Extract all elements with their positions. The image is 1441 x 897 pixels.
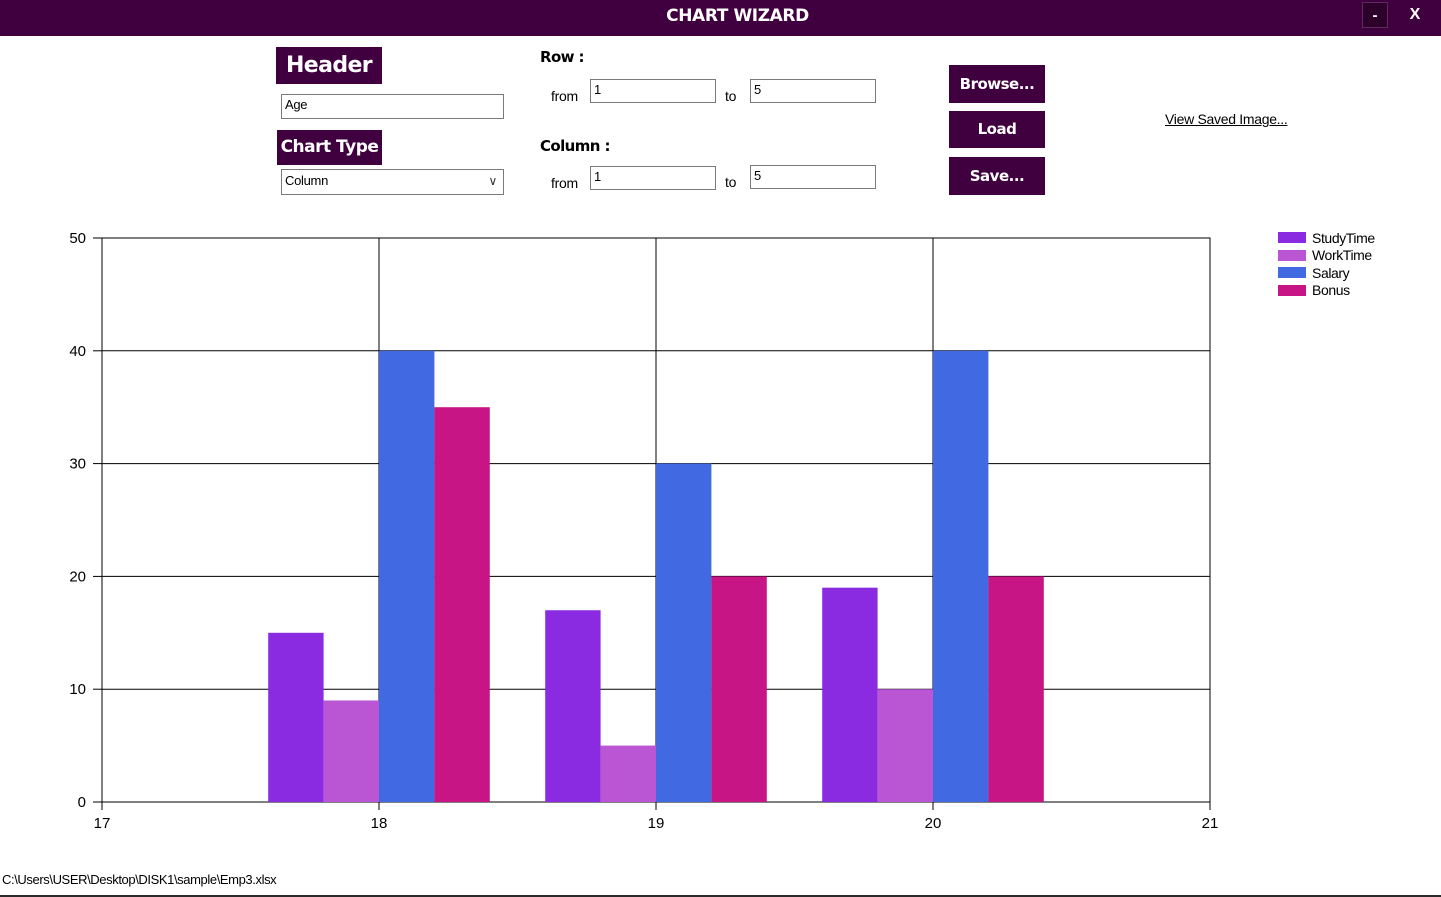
legend-label: Salary: [1312, 264, 1350, 281]
legend-swatch: [1278, 284, 1306, 296]
bar: [434, 407, 490, 802]
row-from-label: from: [551, 88, 578, 104]
minimize-button[interactable]: -: [1362, 2, 1388, 28]
bottom-border: [0, 895, 1441, 897]
chart-legend: StudyTime WorkTime Salary Bonus: [1278, 229, 1375, 299]
view-saved-image-link[interactable]: View Saved Image...: [1165, 111, 1288, 127]
bar: [323, 700, 379, 802]
x-tick-label: 19: [648, 815, 665, 832]
y-tick-label: 50: [69, 230, 86, 247]
column-label: Column :: [540, 137, 610, 155]
column-from-label: from: [551, 175, 578, 191]
chart-type-select[interactable]: Column ∨: [281, 169, 504, 195]
header-input[interactable]: Age: [281, 94, 504, 119]
bar: [545, 610, 601, 802]
save-button[interactable]: Save...: [949, 157, 1045, 195]
bar: [822, 587, 878, 802]
load-button[interactable]: Load: [949, 111, 1045, 148]
close-button[interactable]: X: [1409, 6, 1421, 23]
x-tick-label: 18: [371, 815, 388, 832]
bar: [933, 350, 989, 802]
window-title: CHART WIZARD: [666, 6, 809, 26]
legend-swatch: [1278, 249, 1306, 261]
chart-type-value: Column: [285, 173, 328, 188]
chevron-down-icon: ∨: [488, 174, 498, 188]
chart-type-label: Chart Type: [277, 130, 382, 165]
bar: [656, 463, 712, 802]
legend-item: Bonus: [1278, 282, 1375, 300]
x-tick-label: 20: [925, 815, 942, 832]
row-to-input[interactable]: 5: [750, 79, 876, 103]
bar: [711, 576, 767, 802]
y-tick-label: 40: [69, 343, 86, 360]
row-label: Row :: [540, 48, 585, 66]
legend-label: StudyTime: [1312, 229, 1375, 246]
file-path-status: C:\Users\USER\Desktop\DISK1\sample\Emp3.…: [2, 872, 277, 887]
legend-label: WorkTime: [1312, 247, 1372, 264]
y-tick-label: 20: [69, 568, 86, 585]
bar: [988, 576, 1044, 802]
bar: [379, 350, 435, 802]
browse-button[interactable]: Browse...: [949, 65, 1045, 103]
y-tick-label: 10: [69, 681, 86, 698]
row-from-input[interactable]: 1: [590, 79, 716, 103]
legend-item: StudyTime: [1278, 229, 1375, 247]
column-to-label: to: [725, 174, 737, 190]
legend-swatch: [1278, 232, 1306, 244]
legend-label: Bonus: [1312, 282, 1350, 299]
title-bar: CHART WIZARD - X: [0, 0, 1441, 36]
y-tick-label: 30: [69, 456, 86, 473]
bar: [268, 632, 324, 802]
column-to-input[interactable]: 5: [750, 165, 876, 189]
bar: [877, 689, 933, 802]
row-to-label: to: [725, 88, 737, 104]
x-tick-label: 17: [94, 815, 111, 832]
legend-swatch: [1278, 267, 1306, 279]
header-label: Header: [276, 47, 382, 84]
column-from-input[interactable]: 1: [590, 166, 716, 190]
y-tick-label: 0: [78, 794, 86, 811]
legend-item: WorkTime: [1278, 247, 1375, 265]
legend-item: Salary: [1278, 264, 1375, 282]
column-chart: 0 10 20 30 40 50 17 18 19 20 21: [69, 230, 1219, 832]
bar: [600, 745, 656, 802]
x-tick-label: 21: [1202, 815, 1219, 832]
